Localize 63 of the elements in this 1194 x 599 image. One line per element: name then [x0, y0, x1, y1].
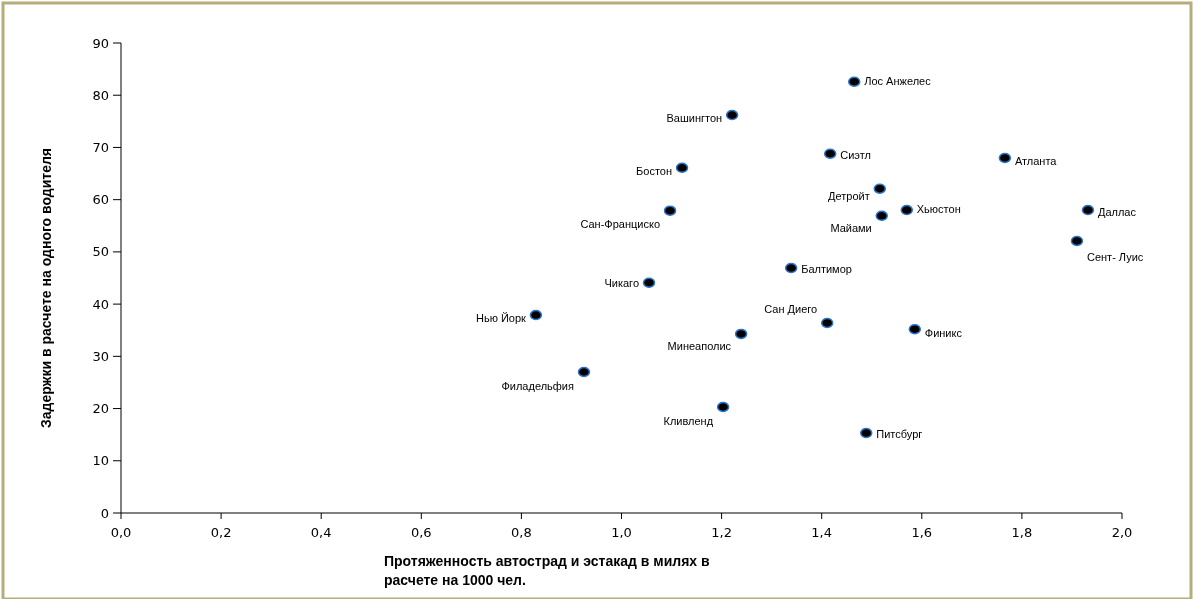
annotation: Нью Йорк	[475, 311, 527, 324]
x-axis-title: Протяженность автострад и эстакад в милях в расчете на 1000 чел.	[384, 553, 711, 588]
point	[998, 152, 1012, 164]
x-tick-label: 2,0	[1111, 525, 1133, 540]
point	[784, 262, 798, 274]
point	[1070, 235, 1084, 247]
y-tick-label: 40	[92, 296, 109, 312]
point	[716, 401, 730, 413]
annotation: Лос Анжелес	[864, 75, 932, 88]
annotation: Кливленд	[663, 414, 714, 427]
point	[860, 427, 873, 439]
point	[820, 317, 834, 329]
annotation: Чикаго	[604, 276, 640, 289]
y-tick-label: 60	[92, 192, 109, 208]
point	[823, 148, 837, 159]
point	[577, 366, 591, 378]
annotation: Балтимор	[801, 262, 852, 275]
y-axis-title: Задержки в расчете на одного водителя	[38, 147, 54, 429]
annotation: Филадельфия	[501, 379, 575, 392]
annotation: Детройт	[828, 189, 870, 202]
annotation: Минеаполис	[667, 339, 732, 352]
y-tick-label: 50	[92, 244, 109, 260]
x-tick-label: 1,8	[1011, 525, 1033, 540]
annotation: Майами	[830, 221, 872, 234]
point	[734, 328, 748, 340]
y-tick-label: 20	[92, 401, 109, 417]
y-tick-label: 0	[100, 505, 109, 521]
annotation: Бостон	[636, 164, 673, 177]
annotation: Финикс	[924, 327, 963, 340]
annotation: Питсбург	[876, 427, 923, 440]
x-tick-label: 0,8	[511, 525, 532, 540]
point	[900, 204, 914, 216]
x-tick-label: 1,0	[611, 525, 632, 540]
x-tick-label: 1,6	[911, 525, 933, 540]
point	[725, 109, 739, 121]
point	[642, 277, 656, 288]
y-tick-label: 70	[92, 139, 109, 155]
annotation: Даллас	[1097, 205, 1137, 218]
annotation: Вашингтон	[666, 111, 723, 124]
point	[847, 76, 861, 87]
annotation: Сан Диего	[764, 302, 818, 315]
x-tick-label: 0,4	[310, 525, 332, 540]
point	[663, 205, 677, 216]
x-tick-label: 1,2	[711, 525, 732, 540]
point	[875, 210, 889, 222]
point	[529, 309, 543, 321]
x-tick-label: 0,0	[110, 525, 132, 540]
point	[675, 162, 689, 174]
y-tick-label: 80	[92, 87, 109, 103]
y-tick-label: 10	[92, 453, 109, 469]
annotation: Атланта	[1014, 154, 1058, 167]
point	[873, 183, 887, 194]
x-tick-label: 0,6	[410, 525, 432, 540]
annotation: Сиэтл	[840, 148, 871, 161]
point	[908, 323, 922, 335]
y-tick-label: 90	[92, 35, 109, 51]
x-tick-label: 1,4	[811, 525, 833, 540]
x-tick-label: 0,2	[210, 525, 232, 540]
annotation: Сент- Луис	[1086, 250, 1144, 263]
annotation: Хьюстон	[916, 202, 961, 215]
y-tick-label: 30	[92, 348, 109, 364]
annotation: Сан-Франциско	[580, 218, 661, 231]
point	[1081, 204, 1095, 216]
